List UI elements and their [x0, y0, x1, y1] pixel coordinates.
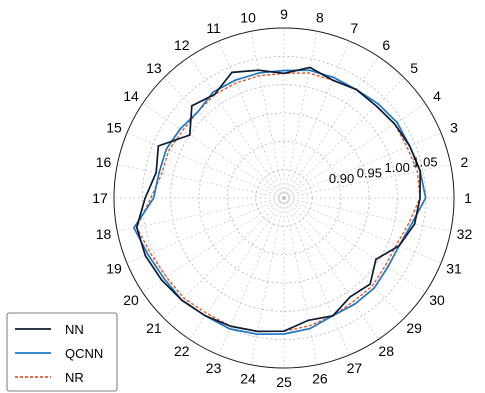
series-line-qcnn: [132, 69, 427, 336]
angular-tick-label-8: 8: [316, 10, 324, 26]
angular-tick-label-28: 28: [378, 343, 394, 359]
grid-spoke-29: [283, 197, 405, 319]
angular-tick-label-21: 21: [146, 320, 162, 336]
outer-ring: [113, 27, 455, 369]
angular-tick-label-16: 16: [96, 154, 112, 170]
angular-tick-label-26: 26: [312, 370, 328, 386]
series-line-nr: [135, 72, 421, 333]
angular-tick-label-19: 19: [106, 260, 122, 276]
legend-label-nn: NN: [65, 322, 84, 337]
grid-spoke-30: [283, 197, 426, 293]
angular-tick-label-4: 4: [433, 88, 441, 104]
grid-spoke-22: [189, 197, 285, 340]
grid-spoke-27: [283, 197, 350, 356]
angular-tick-label-9: 9: [280, 6, 288, 22]
grid-ring-0.95: [198, 112, 370, 284]
grid-spoke-15: [126, 132, 285, 199]
series-line-nn: [135, 66, 422, 333]
grid-spoke-14: [142, 103, 285, 199]
grid-spoke-18: [117, 197, 285, 232]
radial-tick-label-1.05: 1.05: [412, 154, 437, 169]
grid-spoke-3: [283, 132, 442, 199]
radial-tick-label-1.00: 1.00: [385, 160, 410, 175]
angular-tick-label-18: 18: [96, 226, 112, 242]
angular-tick-label-25: 25: [276, 374, 292, 390]
angular-tick-label-20: 20: [123, 292, 139, 308]
grid-spoke-19: [126, 197, 285, 264]
grid-spoke-7: [283, 40, 350, 199]
angular-tick-label-15: 15: [106, 120, 122, 136]
angular-tick-label-23: 23: [206, 360, 222, 376]
grid-spoke-4: [283, 103, 426, 199]
legend: NN QCNN NR: [6, 312, 118, 392]
legend-label-qcnn: QCNN: [65, 346, 103, 361]
grid-spoke-28: [283, 197, 379, 340]
grid-spoke-20: [142, 197, 285, 293]
grid-spoke-13: [163, 77, 285, 199]
angular-tick-label-30: 30: [429, 292, 445, 308]
angular-tick-label-3: 3: [450, 120, 458, 136]
grid-spoke-10: [250, 31, 285, 199]
angular-tick-label-31: 31: [446, 260, 462, 276]
angular-tick-label-5: 5: [410, 60, 418, 76]
radial-tick-label-0.90: 0.90: [329, 171, 354, 186]
radial-tick-label-0.95: 0.95: [357, 165, 382, 180]
angular-tick-label-27: 27: [347, 360, 363, 376]
angular-tick-label-1: 1: [464, 190, 472, 206]
angular-tick-label-24: 24: [240, 370, 256, 386]
grid-spoke-31: [283, 197, 442, 264]
radial-tick-labels: 0.90 0.95 1.00 1.05: [329, 154, 438, 186]
grid-spoke-24: [250, 197, 285, 365]
angular-tick-label-14: 14: [123, 88, 139, 104]
angular-tick-label-32: 32: [457, 226, 473, 242]
grid-spoke-21: [163, 197, 285, 319]
grid-ring-0.9: [226, 140, 342, 256]
grid-spoke-23: [218, 197, 285, 356]
angular-tick-label-7: 7: [351, 20, 359, 36]
legend-label-nr: NR: [65, 370, 84, 385]
grid-spoke-16: [117, 164, 285, 199]
angular-tick-label-12: 12: [174, 37, 190, 53]
angular-tick-label-11: 11: [206, 20, 221, 36]
legend-box: [6, 312, 118, 392]
angular-tick-label-6: 6: [382, 37, 390, 53]
grid-spoke-5: [283, 77, 405, 199]
grid-spoke-11: [218, 40, 285, 199]
grid-spoke-8: [283, 31, 318, 199]
angular-tick-label-2: 2: [461, 154, 469, 170]
grid-spoke-6: [283, 56, 379, 199]
angular-tick-label-10: 10: [240, 10, 256, 26]
grid-spoke-2: [283, 164, 451, 199]
angular-tick-label-29: 29: [406, 320, 422, 336]
grid-spoke-12: [189, 56, 285, 199]
angular-tick-label-17: 17: [92, 190, 108, 206]
polar-grid: [113, 27, 455, 369]
angular-tick-label-13: 13: [146, 60, 162, 76]
angular-tick-label-22: 22: [174, 343, 190, 359]
grid-spoke-26: [283, 197, 318, 365]
grid-spoke-32: [283, 197, 451, 232]
series-lines: [132, 66, 427, 336]
